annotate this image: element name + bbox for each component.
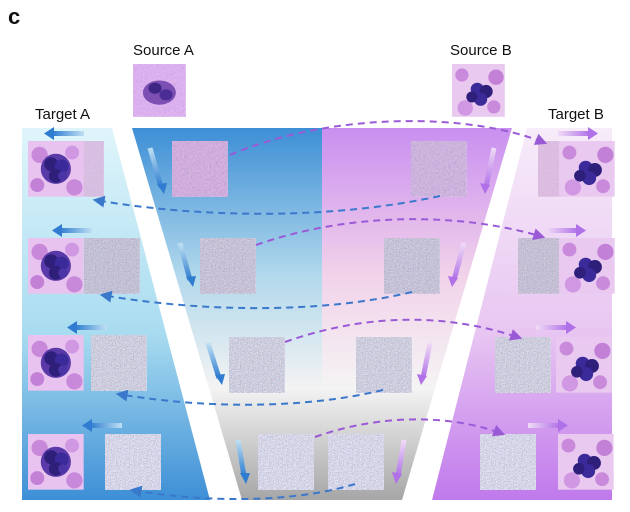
source-a-noised-1 bbox=[172, 141, 228, 197]
source-b-noised-1 bbox=[411, 141, 467, 197]
target-a-band bbox=[22, 128, 210, 500]
target-b-image-1 bbox=[559, 141, 615, 197]
source-b-noised-4 bbox=[328, 434, 384, 490]
source-a-noised-2 bbox=[200, 238, 256, 294]
panel-letter: c bbox=[8, 4, 21, 29]
source-a-label: Source A bbox=[133, 42, 194, 59]
source-b-band bbox=[322, 128, 512, 500]
target-a-image-2 bbox=[28, 238, 84, 294]
down-arrow-icon bbox=[417, 342, 433, 385]
down-arrow-icon bbox=[205, 342, 225, 385]
row-1 bbox=[28, 141, 615, 197]
source-a-image bbox=[133, 64, 186, 117]
right-arrow-icon bbox=[536, 321, 576, 334]
target-b-band bbox=[432, 128, 612, 500]
source-b-image bbox=[452, 64, 505, 117]
target-a-image-3 bbox=[28, 335, 84, 391]
target-b-image-4 bbox=[558, 434, 614, 490]
target-arrows bbox=[44, 127, 598, 432]
right-arrow-icon bbox=[528, 419, 568, 432]
target-a-label: Target A bbox=[35, 106, 91, 123]
down-arrow-icon bbox=[177, 242, 196, 287]
target-b-image-3 bbox=[556, 337, 612, 393]
source-b-label: Source B bbox=[450, 42, 512, 59]
target-b-label: Target B bbox=[548, 106, 604, 123]
left-arrow-icon bbox=[67, 321, 107, 334]
target-a-image-1 bbox=[28, 141, 84, 197]
source-a-noised-3 bbox=[229, 337, 285, 393]
source-a-noised-4 bbox=[258, 434, 314, 490]
source-a-band bbox=[132, 128, 322, 500]
translation-arrows bbox=[92, 120, 548, 501]
left-arrow-icon bbox=[52, 224, 92, 237]
row-2 bbox=[28, 238, 615, 294]
down-arrow-icon bbox=[147, 147, 167, 194]
target-b-image-2 bbox=[559, 238, 615, 294]
left-arrow-icon bbox=[82, 419, 122, 432]
noising-arrows bbox=[147, 147, 497, 484]
row-4 bbox=[28, 434, 614, 490]
right-arrow-icon bbox=[546, 224, 586, 237]
down-arrow-icon bbox=[235, 439, 250, 484]
down-arrow-icon bbox=[392, 439, 407, 484]
target-a-image-4 bbox=[28, 434, 84, 490]
left-arrow-icon bbox=[44, 127, 84, 140]
right-arrow-icon bbox=[558, 127, 598, 140]
row-3 bbox=[28, 335, 612, 393]
down-arrow-icon bbox=[480, 147, 497, 194]
source-b-noised-3 bbox=[356, 337, 412, 393]
source-b-noised-2 bbox=[384, 238, 440, 294]
down-arrow-icon bbox=[448, 242, 467, 287]
